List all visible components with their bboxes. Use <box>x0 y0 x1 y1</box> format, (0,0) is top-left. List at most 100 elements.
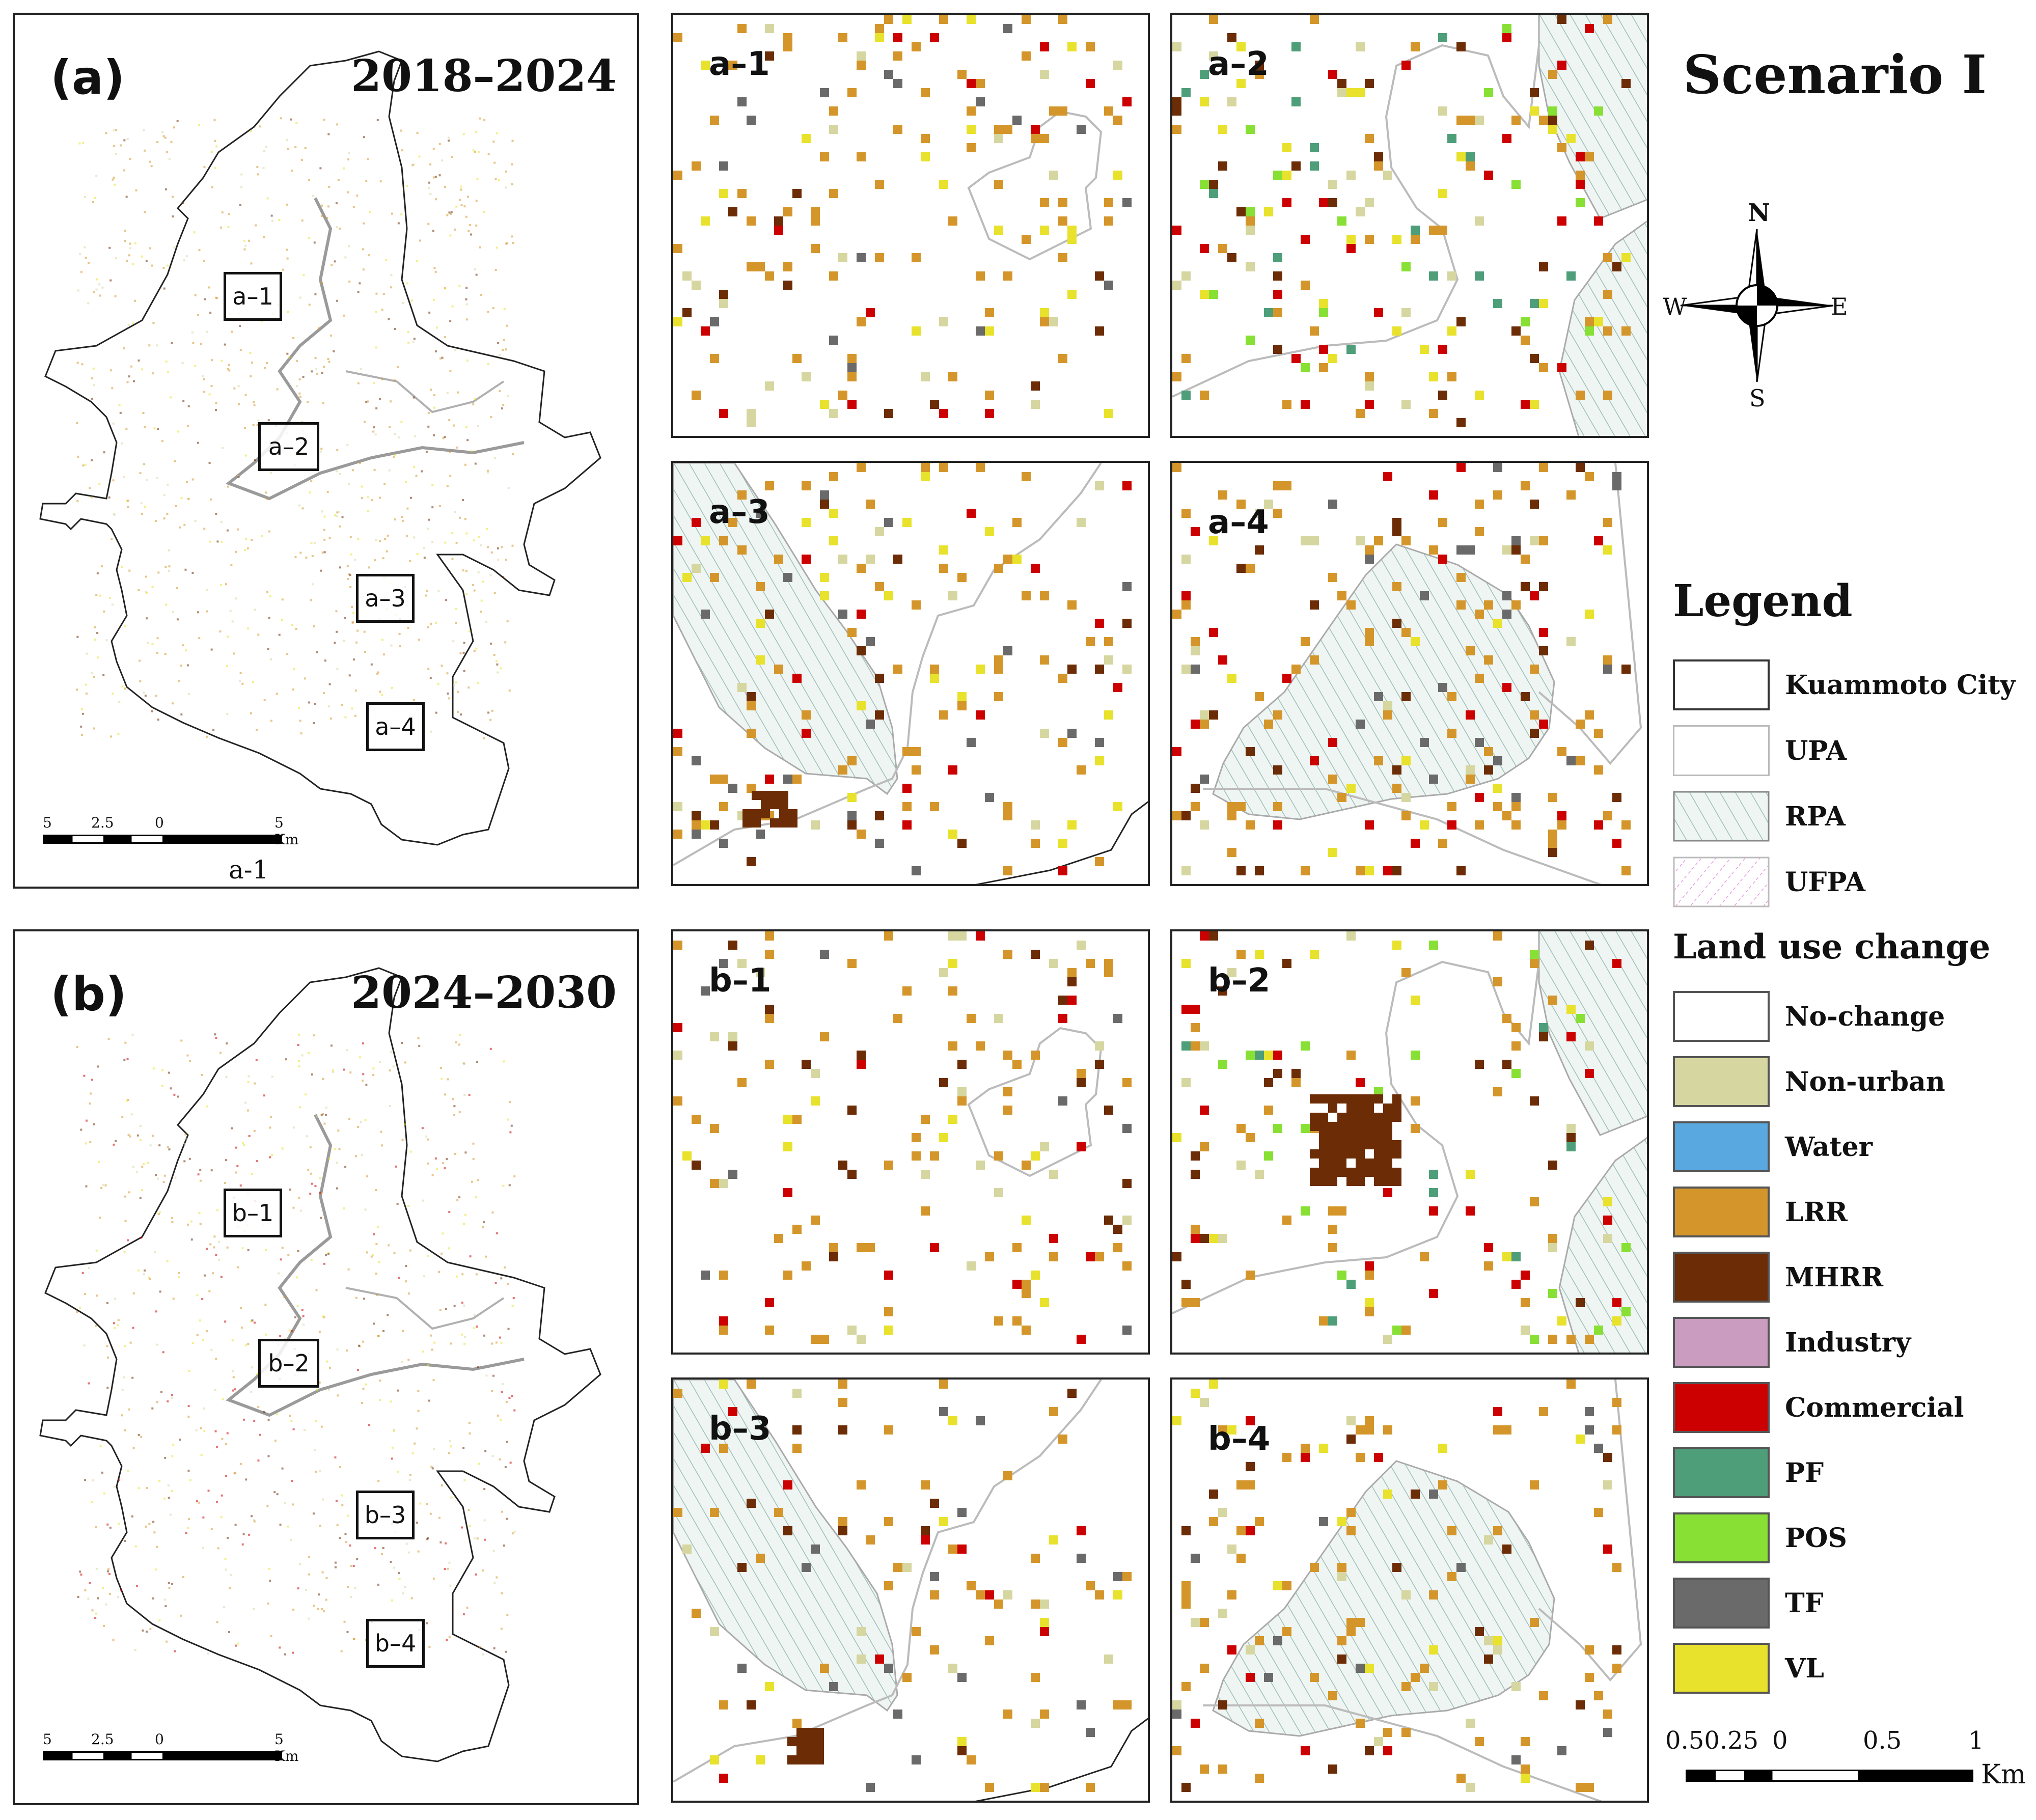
change-pixel <box>316 651 318 653</box>
change-pixel <box>673 171 682 180</box>
change-pixel <box>505 1401 508 1403</box>
change-pixel <box>673 830 682 839</box>
change-pixel <box>875 33 884 42</box>
change-pixel <box>432 1577 435 1580</box>
change-pixel <box>239 325 241 327</box>
change-pixel <box>146 617 148 620</box>
change-pixel <box>290 118 292 121</box>
change-pixel <box>168 1148 171 1151</box>
change-pixel <box>131 1515 133 1518</box>
change-pixel <box>226 1432 229 1435</box>
change-pixel <box>369 211 371 213</box>
inset-box-b2[interactable]: b–2 <box>258 1339 319 1388</box>
change-pixel <box>1475 500 1484 509</box>
change-pixel <box>719 299 728 308</box>
change-pixel <box>948 931 957 941</box>
change-pixel <box>111 387 114 390</box>
change-pixel <box>513 1409 516 1412</box>
change-pixel <box>85 1185 88 1188</box>
change-pixel <box>222 1398 224 1400</box>
change-pixel <box>752 791 761 800</box>
change-pixel <box>483 1519 486 1522</box>
change-pixel <box>319 1525 321 1527</box>
inset-box-b3[interactable]: b–3 <box>356 1491 415 1539</box>
change-pixel <box>884 1425 893 1435</box>
change-pixel <box>957 839 967 848</box>
overview-map-a-canvas <box>39 50 601 846</box>
change-pixel <box>180 665 182 667</box>
change-pixel <box>336 630 338 633</box>
change-pixel <box>376 119 379 121</box>
change-pixel <box>1172 125 1181 134</box>
change-pixel <box>255 224 257 227</box>
change-pixel <box>197 314 200 316</box>
change-pixel <box>1585 610 1594 619</box>
change-pixel <box>134 1545 137 1548</box>
change-pixel <box>281 1247 284 1249</box>
change-pixel <box>673 244 682 253</box>
change-pixel <box>719 1316 728 1326</box>
change-pixel <box>173 1093 176 1096</box>
inset-box-b1[interactable]: b–1 <box>224 1189 282 1237</box>
change-pixel <box>407 1205 410 1207</box>
change-pixel <box>1012 1060 1022 1069</box>
change-pixel <box>439 1309 442 1311</box>
change-pixel <box>1227 811 1236 820</box>
change-pixel <box>184 1133 187 1136</box>
change-pixel <box>107 1038 110 1040</box>
change-pixel <box>243 1144 245 1146</box>
change-pixel <box>346 565 349 567</box>
change-pixel <box>1319 198 1328 207</box>
change-pixel <box>1191 637 1200 646</box>
inset-box-b4[interactable]: b–4 <box>366 1619 425 1668</box>
change-pixel <box>1104 1216 1113 1225</box>
change-pixel <box>1548 848 1557 857</box>
change-pixel <box>930 1572 939 1581</box>
change-pixel <box>1310 1149 1319 1159</box>
change-pixel <box>191 571 194 574</box>
change-pixel <box>97 1597 99 1600</box>
inset-box-a1[interactable]: a–1 <box>224 272 282 321</box>
change-pixel <box>1031 1600 1040 1609</box>
change-pixel <box>692 756 701 765</box>
change-pixel <box>91 397 94 400</box>
change-pixel <box>96 1294 98 1297</box>
change-pixel <box>1003 555 1012 564</box>
change-pixel <box>1301 1453 1310 1462</box>
change-pixel <box>719 1380 728 1389</box>
change-pixel <box>673 729 682 738</box>
change-pixel <box>765 610 774 619</box>
change-pixel <box>180 713 183 716</box>
change-pixel <box>506 620 509 623</box>
change-pixel <box>365 400 368 403</box>
change-pixel <box>1365 235 1374 244</box>
change-pixel <box>504 641 507 644</box>
zoom-a4: a–4 <box>1170 461 1649 886</box>
change-pixel <box>1346 1526 1356 1535</box>
change-pixel <box>1246 1051 1255 1060</box>
change-pixel <box>1539 299 1548 308</box>
change-pixel <box>994 1188 1003 1197</box>
inset-box-a4[interactable]: a–4 <box>366 702 425 751</box>
change-pixel <box>902 1673 912 1682</box>
change-pixel <box>379 1399 381 1401</box>
change-pixel <box>290 1420 293 1422</box>
change-pixel <box>939 409 948 418</box>
change-pixel <box>1365 637 1374 646</box>
change-pixel <box>1392 784 1401 793</box>
change-pixel <box>1003 1087 1012 1096</box>
change-pixel <box>483 211 485 213</box>
inset-box-a2[interactable]: a–2 <box>258 422 319 471</box>
change-pixel <box>271 1076 273 1078</box>
change-pixel <box>401 516 403 518</box>
change-pixel <box>101 1471 103 1474</box>
change-pixel <box>1383 1122 1392 1131</box>
change-pixel <box>1438 33 1447 42</box>
inset-box-a3[interactable]: a–3 <box>356 574 415 623</box>
change-pixel <box>132 322 134 325</box>
change-pixel <box>1172 372 1181 381</box>
change-pixel <box>1040 198 1049 207</box>
change-pixel <box>1218 1700 1227 1709</box>
change-pixel <box>1612 1645 1621 1654</box>
change-pixel <box>354 1587 356 1589</box>
